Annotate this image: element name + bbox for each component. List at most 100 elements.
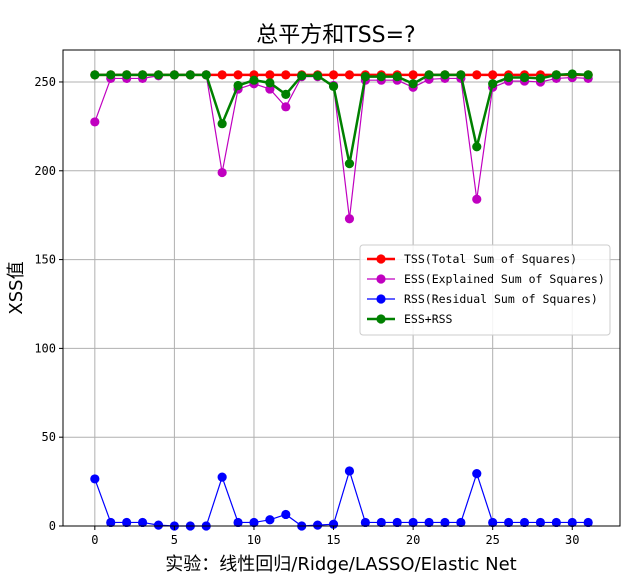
data-point xyxy=(472,469,482,479)
data-point xyxy=(472,70,482,80)
series-4 xyxy=(90,69,593,169)
data-point xyxy=(392,517,402,528)
data-point xyxy=(567,517,577,528)
series-line xyxy=(94,468,589,527)
data-point xyxy=(583,70,593,80)
data-point xyxy=(456,517,466,528)
legend-label: RSS(Residual Sum of Squares) xyxy=(404,292,598,306)
y-tick-label: 200 xyxy=(34,164,56,178)
data-point xyxy=(472,194,482,204)
data-point xyxy=(265,515,275,525)
data-point xyxy=(567,69,577,79)
series-line xyxy=(94,74,589,219)
data-point xyxy=(281,70,291,80)
legend-swatch-marker xyxy=(376,254,386,264)
data-point xyxy=(281,89,291,100)
data-point xyxy=(456,70,466,80)
y-tick-label: 100 xyxy=(34,341,56,355)
data-point xyxy=(424,517,434,528)
y-tick-label: 250 xyxy=(34,75,56,89)
x-tick-label: 30 xyxy=(565,533,579,547)
data-point xyxy=(185,70,195,80)
data-point xyxy=(122,70,132,80)
data-point xyxy=(313,520,323,530)
data-point xyxy=(504,72,514,83)
data-point xyxy=(90,474,100,484)
data-point xyxy=(535,73,546,84)
data-point xyxy=(90,70,100,80)
data-point xyxy=(488,517,498,528)
data-point xyxy=(153,520,164,530)
data-point xyxy=(440,517,450,528)
series-2 xyxy=(90,70,593,224)
data-point xyxy=(106,70,116,80)
data-point xyxy=(472,142,482,152)
x-tick-label: 0 xyxy=(91,533,98,547)
data-point xyxy=(217,70,227,80)
x-tick-label: 25 xyxy=(485,533,499,547)
legend-swatch-marker xyxy=(376,294,386,304)
data-point xyxy=(281,102,291,112)
data-point xyxy=(217,472,227,482)
data-point xyxy=(328,70,339,80)
data-point xyxy=(504,517,514,528)
data-point xyxy=(249,517,259,528)
data-point xyxy=(249,75,259,85)
y-tick-label: 50 xyxy=(42,430,56,444)
legend-swatch-marker xyxy=(376,314,386,324)
y-axis-label: XSS值 xyxy=(6,261,27,314)
data-point xyxy=(488,70,498,80)
data-point xyxy=(392,72,402,82)
y-tick-label: 0 xyxy=(49,519,56,533)
data-point xyxy=(217,119,227,129)
data-point xyxy=(265,78,275,88)
legend-swatch-marker xyxy=(376,274,386,284)
legend-label: TSS(Total Sum of Squares) xyxy=(404,252,577,266)
series-layer xyxy=(90,69,593,531)
data-point xyxy=(281,509,291,520)
data-point xyxy=(424,70,434,80)
data-point xyxy=(519,72,530,83)
data-point xyxy=(233,517,243,528)
data-point xyxy=(360,72,370,82)
data-point xyxy=(233,80,243,91)
data-point xyxy=(519,517,530,528)
legend-box xyxy=(359,244,611,336)
legend: TSS(Total Sum of Squares) ESS(Explained S… xyxy=(359,244,611,336)
data-point xyxy=(344,214,355,224)
data-point xyxy=(408,517,418,528)
data-point xyxy=(122,517,132,528)
data-point xyxy=(344,466,355,476)
data-point xyxy=(233,70,243,80)
x-tick-label: 5 xyxy=(171,533,178,547)
y-tick-label: 150 xyxy=(34,253,56,267)
data-point xyxy=(217,167,227,178)
data-point xyxy=(376,72,386,82)
data-point xyxy=(376,517,386,528)
data-point xyxy=(551,517,561,528)
data-point xyxy=(106,517,116,528)
data-point xyxy=(265,70,275,80)
data-point xyxy=(297,71,307,81)
chart-title: 总平方和TSS=? xyxy=(256,23,415,48)
data-point xyxy=(137,517,148,528)
data-point xyxy=(408,79,418,89)
x-tick-label: 10 xyxy=(247,533,261,547)
legend-label: ESS+RSS xyxy=(404,312,453,326)
x-axis-label: 实验：线性回归/Ridge/LASSO/Elastic Net xyxy=(165,554,516,575)
data-point xyxy=(169,70,179,80)
x-tick-label: 20 xyxy=(406,533,420,547)
data-point xyxy=(408,70,418,80)
data-point xyxy=(488,79,498,89)
data-point xyxy=(90,117,100,127)
data-point xyxy=(328,81,339,92)
data-point xyxy=(313,71,323,81)
data-point xyxy=(344,159,355,169)
x-tick-label: 15 xyxy=(326,533,340,547)
data-point xyxy=(360,517,370,528)
data-point xyxy=(137,70,148,80)
data-point xyxy=(344,70,355,80)
data-point xyxy=(328,519,339,529)
data-point xyxy=(440,70,450,80)
